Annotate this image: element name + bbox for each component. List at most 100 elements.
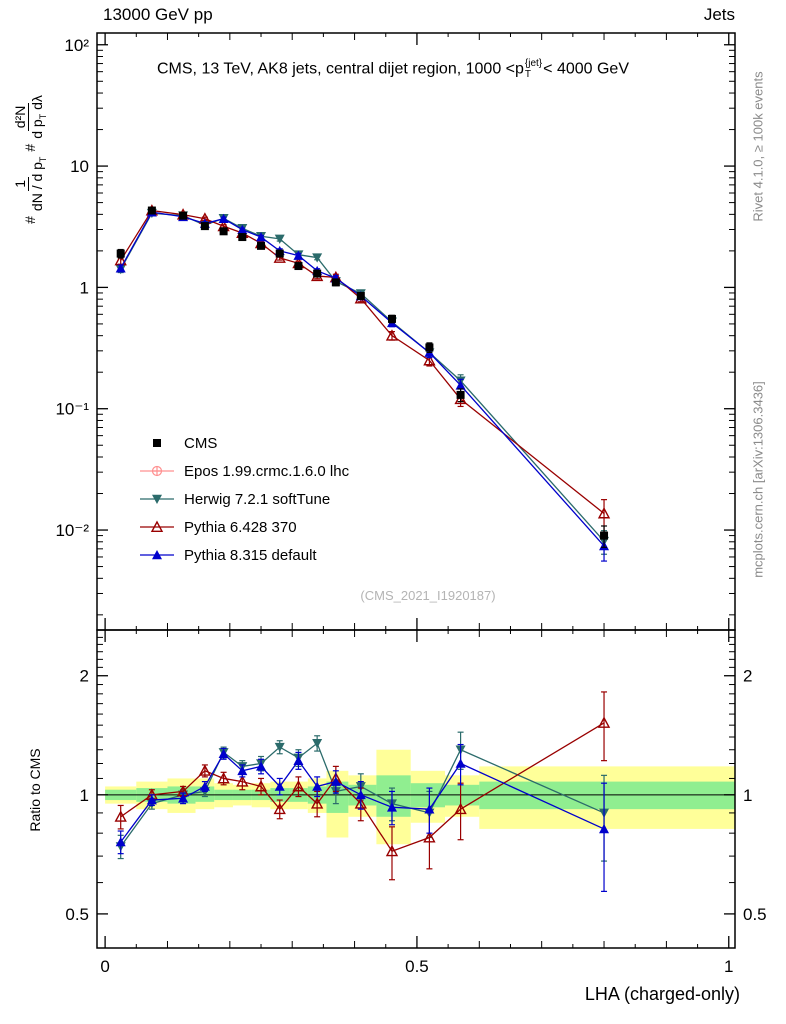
series-pythia-6-428-370 bbox=[114, 691, 611, 881]
marker-pythia-6-428-370 bbox=[273, 802, 286, 815]
ylabel-numerator-2: d²N bbox=[11, 102, 29, 132]
legend-item-pythia8: Pythia 8.315 default bbox=[138, 541, 349, 569]
marker-cms bbox=[275, 249, 284, 258]
legend-marker-shape bbox=[153, 439, 161, 447]
legend-marker-shape bbox=[152, 550, 162, 560]
marker-cms bbox=[294, 262, 303, 271]
marker-pythia-8-315-default bbox=[355, 789, 366, 800]
herwig-marker bbox=[138, 490, 176, 508]
marker-pythia-8-315-default bbox=[199, 781, 210, 791]
rivet-version-caption: Rivet 4.1.0, ≥ 100k events bbox=[750, 71, 766, 222]
legend-marker-epos-1-99-crmc-1-6-0-lhc-icon bbox=[140, 465, 174, 477]
marker-pythia-8-315-default bbox=[256, 232, 267, 242]
legend-marker-pythia-8-315-default-icon bbox=[140, 550, 174, 560]
marker-cms bbox=[116, 249, 125, 258]
legend-item-pythia6: Pythia 6.428 370 bbox=[138, 513, 349, 541]
ylabel-fraction-1: 1 dN / d pT bbox=[11, 156, 48, 212]
epos-marker bbox=[138, 462, 176, 480]
marker-cms bbox=[425, 343, 434, 352]
marker-pythia-8-315-default bbox=[386, 802, 397, 812]
marker-pythia-8-315-default bbox=[455, 758, 466, 768]
marker-pythia-8-315-default bbox=[330, 776, 341, 786]
marker-pythia-6-428-370 bbox=[385, 329, 399, 341]
ratio-y-tick-label-left: 0.5 bbox=[65, 905, 89, 924]
ratio-y-tick-label-left: 2 bbox=[80, 667, 89, 686]
legend-marker-herwig-7-2-1-softtune-icon bbox=[140, 494, 174, 504]
ylabel-numerator-1: 1 bbox=[11, 176, 29, 191]
marker-pythia-8-315-default bbox=[274, 781, 285, 791]
marker-pythia-6-428-370 bbox=[423, 353, 436, 366]
ylabel-den1-sub: T bbox=[37, 156, 48, 163]
ylabel-den2-sub: T bbox=[37, 113, 48, 120]
marker-pythia-8-315-default bbox=[424, 804, 435, 814]
marker-pythia-6-428-370 bbox=[198, 764, 212, 776]
marker-cms bbox=[600, 531, 609, 540]
main-y-axis-label: # 1 dN / d pT # d²N d pT dλ bbox=[10, 32, 50, 282]
marker-pythia-8-315-default bbox=[146, 795, 157, 805]
ratio-y-tick-label-right: 2 bbox=[743, 667, 752, 686]
ylabel-denominator-2: d pT dλ bbox=[29, 95, 48, 139]
legend: CMS Epos 1.99.crmc.1.6.0 lhc Herwig 7.2.… bbox=[138, 429, 349, 569]
legend-label-pythia6: Pythia 6.428 370 bbox=[184, 518, 297, 536]
series-line-pythia-6-428-370 bbox=[120, 209, 605, 514]
legend-marker-shape bbox=[150, 520, 164, 533]
beam-energy-label: 13000 GeV pp bbox=[103, 5, 213, 24]
marker-pythia-8-315-default bbox=[218, 213, 229, 224]
marker-pythia-8-315-default bbox=[115, 263, 126, 273]
ratio-y-tick-label-left: 1 bbox=[80, 786, 89, 805]
series-line-pythia-8-315-default bbox=[120, 752, 605, 843]
marker-pythia-8-315-default bbox=[256, 761, 267, 771]
series-cms bbox=[116, 206, 609, 548]
marker-pythia-6-428-370 bbox=[423, 831, 436, 843]
main-y-tick-label: 10⁻¹ bbox=[55, 400, 89, 419]
legend-label-cms: CMS bbox=[184, 434, 218, 452]
x-tick-label: 0.5 bbox=[405, 957, 429, 976]
main-y-tick-label: 10 bbox=[70, 157, 89, 176]
marker-pythia-8-315-default bbox=[293, 250, 304, 260]
marker-herwig-7-2-1-softtune bbox=[312, 253, 323, 263]
pt-jet-superscript: {jet} bbox=[524, 58, 543, 69]
marker-pythia-6-428-370 bbox=[385, 844, 399, 857]
x-axis-label: LHA (charged-only) bbox=[584, 984, 740, 1004]
legend-label-herwig: Herwig 7.2.1 softTune bbox=[184, 490, 331, 508]
marker-pythia-6-428-370 bbox=[454, 802, 467, 815]
marker-pythia-8-315-default bbox=[455, 380, 466, 390]
marker-pythia-6-428-370 bbox=[597, 506, 611, 519]
legend-item-epos: Epos 1.99.crmc.1.6.0 lhc bbox=[138, 457, 349, 485]
marker-cms bbox=[200, 222, 209, 231]
x-tick-label: 1 bbox=[724, 957, 733, 976]
ylabel-den1-text: dN / d p bbox=[28, 162, 45, 212]
marker-pythia-8-315-default bbox=[293, 755, 304, 765]
series-line-pythia-6-428-370 bbox=[120, 722, 605, 853]
plot-title-post: < 4000 GeV bbox=[543, 60, 629, 78]
marker-pythia-6-428-370 bbox=[254, 779, 268, 792]
analysis-group-label: Jets bbox=[703, 5, 735, 24]
marker-pythia-8-315-default bbox=[237, 765, 248, 776]
marker-cms bbox=[331, 278, 340, 287]
marker-cms bbox=[387, 314, 396, 323]
marker-herwig-7-2-1-softtune bbox=[274, 742, 285, 753]
ylabel-den2-post: dλ bbox=[28, 95, 45, 114]
pythia8-marker bbox=[138, 546, 176, 564]
marker-cms bbox=[147, 206, 156, 215]
pt-jet-supsub: {jet} T bbox=[524, 58, 543, 80]
marker-pythia-8-315-default bbox=[218, 748, 229, 759]
legend-item-cms: CMS bbox=[138, 429, 349, 457]
marker-cms bbox=[356, 291, 365, 300]
legend-marker-pythia-6-428-370-icon bbox=[140, 520, 174, 533]
ylabel-fraction-2: d²N d pT dλ bbox=[11, 95, 48, 139]
ratio-panel-frame bbox=[96, 629, 736, 949]
legend-marker-cms-icon bbox=[153, 439, 161, 447]
marker-cms bbox=[313, 269, 322, 278]
marker-pythia-8-315-default bbox=[237, 224, 248, 234]
marker-pythia-6-428-370 bbox=[236, 775, 249, 787]
ylabel-den2-text: d p bbox=[28, 119, 45, 139]
main-y-tick-label: 1 bbox=[80, 278, 89, 297]
main-y-tick-label: 10² bbox=[64, 36, 89, 55]
plot-title: CMS, 13 TeV, AK8 jets, central dijet reg… bbox=[40, 58, 746, 80]
ratio-y-tick-label-right: 0.5 bbox=[743, 905, 767, 924]
analysis-id-watermark: (CMS_2021_I1920187) bbox=[360, 588, 496, 603]
marker-pythia-6-428-370 bbox=[292, 779, 305, 792]
ylabel-hash-1: # bbox=[22, 216, 38, 224]
